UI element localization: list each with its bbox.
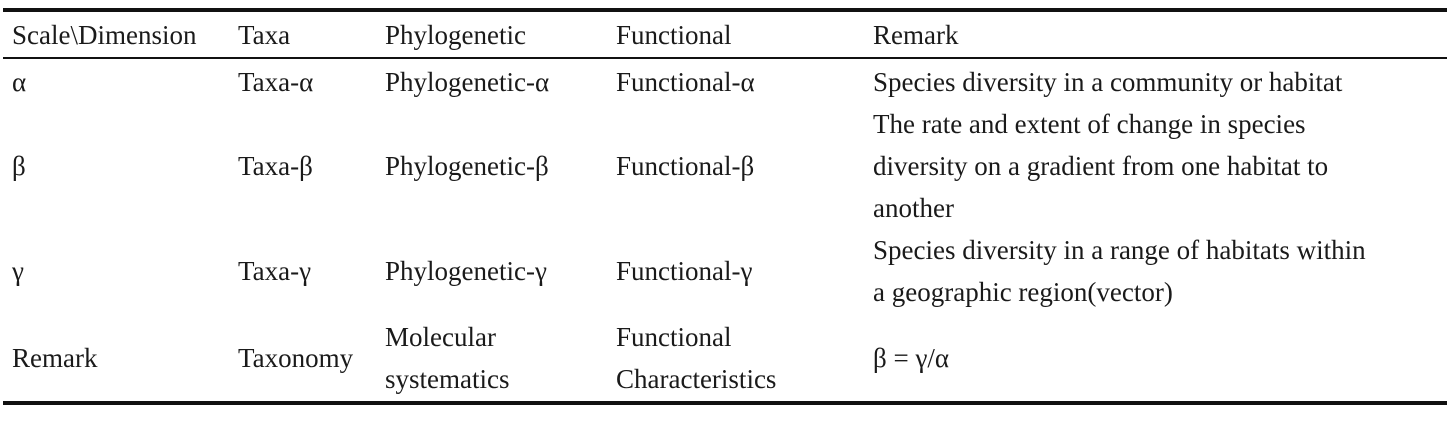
- row-gamma-functional: Functional-γ: [616, 256, 753, 286]
- row-beta-phylogenetic: Phylogenetic-β: [385, 151, 549, 181]
- row-beta-remark-line-1: The rate and extent of change in species: [873, 109, 1306, 139]
- row-remark-functional-line-1: Functional: [616, 322, 732, 352]
- row-beta-taxa: Taxa-β: [238, 151, 313, 181]
- row-alpha-remark: Species diversity in a community or habi…: [873, 67, 1343, 97]
- header-functional: Functional: [616, 20, 732, 50]
- header-taxa: Taxa: [238, 20, 291, 50]
- row-remark-phylogenetic-line-1: Molecular: [385, 322, 496, 352]
- row-alpha-phylogenetic: Phylogenetic-α: [385, 67, 550, 97]
- row-beta-scale: β: [12, 151, 26, 181]
- row-beta-functional: Functional-β: [616, 151, 755, 181]
- row-remark-scale: Remark: [12, 343, 98, 373]
- row-gamma-taxa: Taxa-γ: [238, 256, 311, 286]
- header-remark: Remark: [873, 20, 959, 50]
- row-remark-phylogenetic-line-2: systematics: [385, 364, 510, 394]
- row-gamma-phylogenetic: Phylogenetic-γ: [385, 256, 547, 286]
- row-gamma-scale: γ: [12, 256, 24, 286]
- table-bottom-rule: [3, 401, 1447, 405]
- table-top-rule: [3, 8, 1447, 12]
- row-remark-taxa: Taxonomy: [238, 343, 354, 373]
- row-beta-remark-line-2: diversity on a gradient from one habitat…: [873, 151, 1329, 181]
- row-alpha-functional: Functional-α: [616, 67, 755, 97]
- row-remark-functional-line-2: Characteristics: [616, 364, 777, 394]
- header-scale: Scale\Dimension: [12, 20, 197, 50]
- row-alpha-taxa: Taxa-α: [238, 67, 314, 97]
- row-alpha-scale: α: [12, 67, 27, 97]
- row-gamma-remark-line-1: Species diversity in a range of habitats…: [873, 235, 1366, 265]
- row-gamma-remark-line-2: a geographic region(vector): [873, 277, 1173, 307]
- header-phylogenetic: Phylogenetic: [385, 20, 526, 50]
- row-remark-formula: β = γ/α: [873, 343, 950, 373]
- row-beta-remark-line-3: another: [873, 193, 954, 223]
- table-header-rule: [3, 57, 1447, 59]
